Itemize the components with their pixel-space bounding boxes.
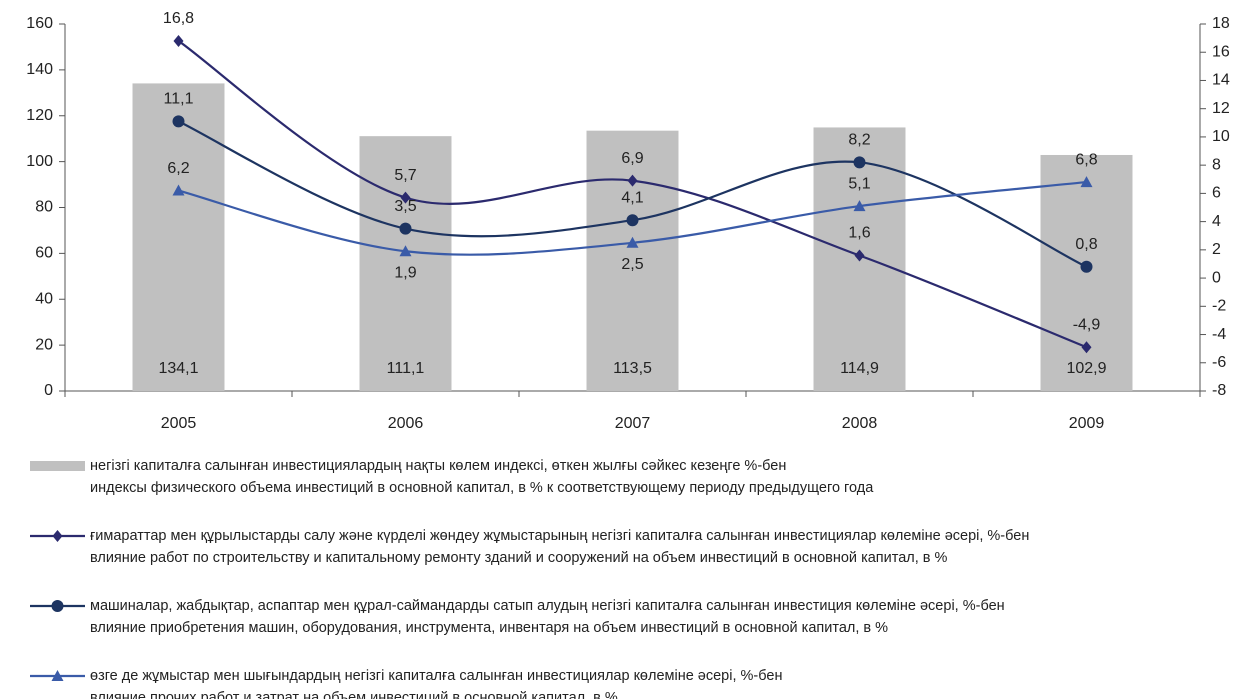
- line-value-label: 11,1: [164, 91, 194, 108]
- line-value-label: 8,2: [848, 132, 870, 149]
- bar-value-label: 111,1: [387, 360, 425, 377]
- line-value-label: 1,6: [848, 225, 870, 242]
- line-value-label: 5,1: [848, 175, 870, 192]
- y2-tick-label: 8: [1212, 156, 1221, 173]
- marker: [853, 156, 866, 169]
- y2-tick-label: 0: [1212, 269, 1221, 286]
- line-value-label: 2,5: [621, 256, 643, 273]
- line-value-label: 5,7: [394, 167, 416, 184]
- x-tick-label: 2008: [842, 415, 878, 432]
- legend-text: өзге де жұмыстар мен шығындардың негізгі…: [90, 668, 783, 699]
- legend-text: негізгі капиталға салынған инвестициялар…: [90, 458, 874, 496]
- line-value-label: 6,8: [1075, 151, 1097, 168]
- x-tick-label: 2009: [1069, 415, 1105, 432]
- y-tick-label: 100: [26, 153, 53, 170]
- bar-value-label: 113,5: [613, 360, 652, 377]
- marker: [853, 200, 866, 212]
- y2-tick-label: -4: [1212, 326, 1226, 343]
- y-tick-label: 140: [26, 61, 53, 78]
- x-tick-label: 2005: [161, 415, 197, 432]
- line-value-label: 1,9: [394, 264, 416, 281]
- marker: [172, 184, 185, 196]
- line-value-label: 0,8: [1075, 236, 1097, 253]
- y2-tick-label: 12: [1212, 100, 1230, 117]
- bar: [132, 83, 225, 391]
- y-tick-label: 80: [35, 199, 53, 216]
- marker: [1080, 176, 1093, 188]
- marker: [172, 115, 185, 128]
- x-tick-label: 2006: [388, 415, 424, 432]
- legend-text: ғимараттар мен құрылыстарды салу және кү…: [90, 528, 1030, 566]
- y-tick-label: 60: [35, 245, 53, 262]
- y-tick-label: 40: [35, 290, 53, 307]
- marker: [626, 236, 639, 248]
- marker: [1081, 341, 1092, 354]
- y2-tick-label: 6: [1212, 185, 1221, 202]
- line-value-label: 16,8: [163, 10, 194, 27]
- marker: [173, 34, 184, 47]
- marker: [1080, 260, 1093, 273]
- y2-tick-label: 18: [1212, 15, 1230, 32]
- bar: [359, 136, 452, 391]
- line-value-label: 6,2: [167, 160, 189, 177]
- y-tick-label: 20: [35, 336, 53, 353]
- marker: [626, 214, 639, 227]
- marker: [627, 174, 638, 187]
- bar-value-label: 102,9: [1066, 360, 1106, 377]
- y2-tick-label: -8: [1212, 382, 1226, 399]
- y2-tick-label: 2: [1212, 241, 1221, 258]
- x-tick-label: 2007: [615, 415, 651, 432]
- legend-text: машиналар, жабдықтар, аспаптар мен құрал…: [90, 598, 1005, 636]
- marker: [400, 191, 411, 204]
- y2-tick-label: 4: [1212, 213, 1221, 230]
- line-value-label: 3,5: [394, 198, 416, 215]
- marker: [51, 600, 64, 612]
- y2-tick-label: 10: [1212, 128, 1230, 145]
- marker: [399, 222, 412, 235]
- bar-value-label: 134,1: [158, 360, 198, 377]
- y-tick-label: 160: [26, 15, 53, 32]
- y2-tick-label: 16: [1212, 43, 1230, 60]
- bar: [1040, 154, 1133, 391]
- marker: [52, 530, 63, 542]
- y-tick-label: 120: [26, 107, 53, 124]
- marker: [854, 249, 865, 262]
- y2-tick-label: -2: [1212, 298, 1226, 315]
- y2-tick-label: 14: [1212, 72, 1230, 89]
- legend-swatch: [30, 461, 85, 471]
- line-value-label: 6,9: [621, 150, 643, 167]
- marker: [399, 245, 412, 257]
- y-tick-label: 0: [44, 382, 53, 399]
- y2-tick-label: -6: [1212, 354, 1226, 371]
- marker: [51, 670, 64, 681]
- line-value-label: 4,1: [621, 189, 643, 206]
- line-value-label: -4,9: [1073, 316, 1101, 333]
- bar: [586, 130, 679, 392]
- bar-value-label: 114,9: [840, 360, 879, 377]
